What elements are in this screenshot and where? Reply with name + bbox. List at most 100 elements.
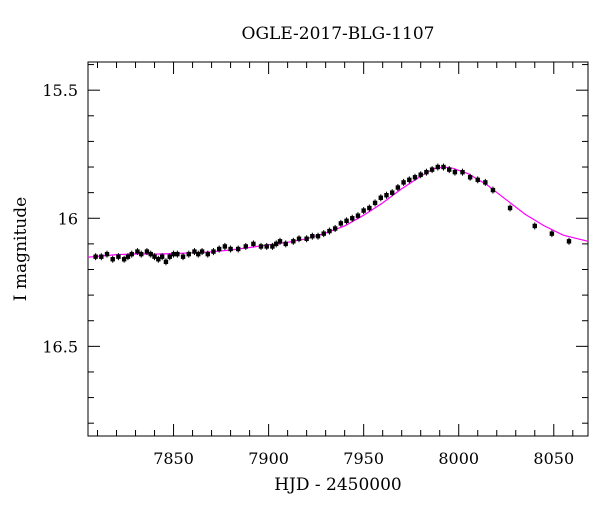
point-marker bbox=[258, 244, 264, 249]
point-marker bbox=[264, 244, 269, 249]
point-marker bbox=[93, 254, 98, 259]
point-marker bbox=[104, 251, 110, 257]
point-marker bbox=[549, 231, 555, 236]
point-marker bbox=[467, 175, 473, 180]
data-point bbox=[412, 173, 418, 181]
point-marker bbox=[327, 228, 332, 234]
data-point bbox=[566, 237, 572, 245]
point-marker bbox=[251, 241, 256, 247]
point-marker bbox=[367, 205, 372, 211]
point-marker bbox=[310, 233, 315, 239]
point-marker bbox=[243, 244, 248, 249]
data-point bbox=[490, 186, 496, 194]
point-marker bbox=[129, 251, 134, 257]
point-marker bbox=[435, 164, 441, 170]
point-marker bbox=[361, 208, 366, 213]
point-marker bbox=[424, 169, 429, 175]
data-point bbox=[361, 207, 366, 215]
point-marker bbox=[270, 244, 275, 249]
point-marker bbox=[175, 251, 180, 257]
data-point bbox=[418, 171, 423, 179]
data-point bbox=[139, 250, 144, 258]
point-marker bbox=[125, 254, 131, 259]
point-marker bbox=[139, 251, 144, 257]
data-point bbox=[532, 222, 537, 230]
data-point bbox=[475, 176, 480, 184]
point-marker bbox=[338, 221, 344, 226]
point-marker bbox=[507, 205, 513, 211]
data-point bbox=[251, 240, 256, 248]
data-point bbox=[216, 245, 222, 253]
point-marker bbox=[156, 257, 161, 262]
point-marker bbox=[274, 241, 279, 247]
point-marker bbox=[344, 218, 349, 224]
data-point bbox=[171, 250, 176, 258]
point-marker bbox=[196, 251, 201, 257]
data-point bbox=[315, 232, 321, 240]
data-point bbox=[104, 250, 110, 258]
data-point bbox=[549, 230, 555, 238]
model-curve-layer bbox=[87, 166, 589, 258]
point-marker bbox=[99, 254, 104, 259]
data-point bbox=[159, 253, 165, 261]
point-marker bbox=[429, 167, 435, 172]
point-marker bbox=[199, 249, 205, 254]
data-point bbox=[235, 245, 241, 253]
point-marker bbox=[121, 257, 127, 262]
y-tick-label: 16.5 bbox=[42, 337, 78, 356]
data-point bbox=[372, 199, 378, 207]
data-point bbox=[192, 248, 197, 256]
point-marker bbox=[566, 239, 572, 244]
x-tick-label: 7850 bbox=[153, 449, 194, 468]
data-point bbox=[378, 194, 383, 202]
data-point bbox=[205, 250, 210, 258]
data-points-layer bbox=[93, 163, 572, 266]
point-marker bbox=[315, 233, 321, 239]
point-marker bbox=[110, 257, 115, 262]
point-marker bbox=[211, 249, 216, 254]
point-marker bbox=[228, 246, 233, 252]
data-point bbox=[384, 191, 389, 199]
point-marker bbox=[490, 187, 496, 193]
point-marker bbox=[152, 254, 157, 259]
data-point bbox=[186, 250, 191, 258]
data-point bbox=[274, 240, 279, 248]
data-point bbox=[163, 258, 169, 266]
data-point bbox=[196, 250, 201, 258]
point-marker bbox=[412, 175, 418, 180]
point-marker bbox=[235, 246, 241, 252]
data-point bbox=[270, 242, 275, 250]
point-marker bbox=[186, 251, 191, 257]
data-point bbox=[156, 255, 161, 263]
point-marker bbox=[475, 177, 480, 183]
data-point bbox=[258, 242, 264, 250]
point-marker bbox=[222, 244, 228, 249]
data-point bbox=[304, 235, 309, 243]
data-point bbox=[199, 248, 205, 256]
data-point bbox=[452, 168, 458, 176]
data-point bbox=[424, 168, 429, 176]
point-marker bbox=[144, 249, 150, 254]
data-point bbox=[429, 166, 435, 174]
data-point bbox=[175, 250, 180, 258]
point-marker bbox=[452, 169, 458, 175]
axis-tick-labels: 7850 7900 7950 8000 8050 15.5 16 16.5 bbox=[42, 81, 574, 468]
plot-frame bbox=[87, 61, 589, 437]
point-marker bbox=[483, 180, 488, 185]
point-marker bbox=[350, 216, 355, 221]
data-point bbox=[277, 237, 283, 245]
data-point bbox=[407, 176, 412, 184]
data-point bbox=[355, 212, 361, 220]
point-marker bbox=[192, 249, 197, 254]
data-point bbox=[367, 204, 372, 212]
point-marker bbox=[418, 172, 423, 177]
data-point bbox=[338, 219, 344, 227]
point-marker bbox=[304, 236, 309, 241]
point-marker bbox=[372, 200, 378, 206]
model-curve bbox=[87, 166, 589, 258]
point-marker bbox=[401, 180, 406, 185]
point-marker bbox=[148, 251, 153, 257]
data-point bbox=[350, 214, 355, 222]
data-point bbox=[321, 230, 326, 238]
data-point bbox=[441, 163, 446, 171]
